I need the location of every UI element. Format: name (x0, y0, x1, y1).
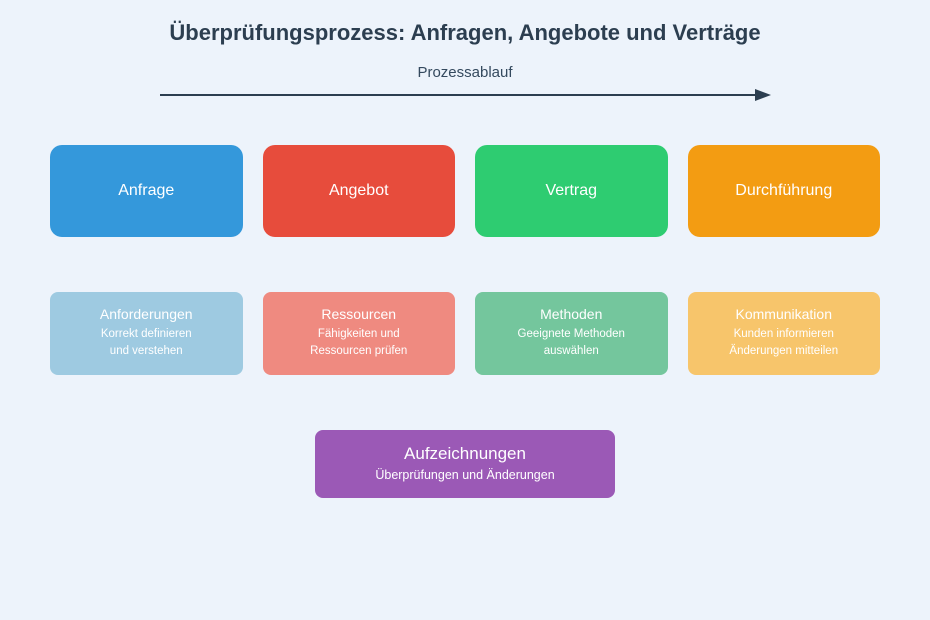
footer-card-aufzeichnungen: Aufzeichnungen Überprüfungen und Änderun… (315, 430, 615, 498)
aspect-sub-line: Kunden informieren (698, 326, 871, 343)
aspect-card-anforderungen: Anforderungen Korrekt definieren und ver… (50, 292, 243, 375)
phase-label: Vertrag (545, 182, 597, 200)
aspect-row: Anforderungen Korrekt definieren und ver… (50, 292, 880, 375)
phase-label: Anfrage (118, 182, 174, 200)
footer-sub: Überprüfungen und Änderungen (333, 468, 597, 482)
footer-row: Aufzeichnungen Überprüfungen und Änderun… (50, 430, 880, 498)
aspect-card-kommunikation: Kommunikation Kunden informieren Änderun… (688, 292, 881, 375)
aspect-title: Anforderungen (60, 306, 233, 322)
aspect-sub-line: Fähigkeiten und (273, 326, 446, 343)
phase-label: Durchführung (735, 182, 832, 200)
diagram-container: Überprüfungsprozess: Anfragen, Angebote … (0, 0, 930, 528)
phase-card-anfrage: Anfrage (50, 145, 243, 237)
phase-card-durchfuehrung: Durchführung (688, 145, 881, 237)
aspect-sub-line: Geeignete Methoden (485, 326, 658, 343)
aspect-card-methoden: Methoden Geeignete Methoden auswählen (475, 292, 668, 375)
page-title: Überprüfungsprozess: Anfragen, Angebote … (50, 20, 880, 46)
aspect-title: Ressourcen (273, 306, 446, 322)
aspect-title: Methoden (485, 306, 658, 322)
flow-arrow (50, 85, 880, 105)
aspect-sub-line: Änderungen mitteilen (698, 343, 871, 360)
footer-title: Aufzeichnungen (333, 444, 597, 464)
aspect-title: Kommunikation (698, 306, 871, 322)
aspect-sub-line: Ressourcen prüfen (273, 343, 446, 360)
aspect-sub-line: und verstehen (60, 343, 233, 360)
arrow-icon (155, 85, 775, 105)
flow-label: Prozessablauf (50, 64, 880, 81)
phase-card-vertrag: Vertrag (475, 145, 668, 237)
phase-card-angebot: Angebot (263, 145, 456, 237)
aspect-card-ressourcen: Ressourcen Fähigkeiten und Ressourcen pr… (263, 292, 456, 375)
aspect-sub-line: Korrekt definieren (60, 326, 233, 343)
phase-label: Angebot (329, 182, 389, 200)
aspect-sub-line: auswählen (485, 343, 658, 360)
phase-row: Anfrage Angebot Vertrag Durchführung (50, 145, 880, 237)
